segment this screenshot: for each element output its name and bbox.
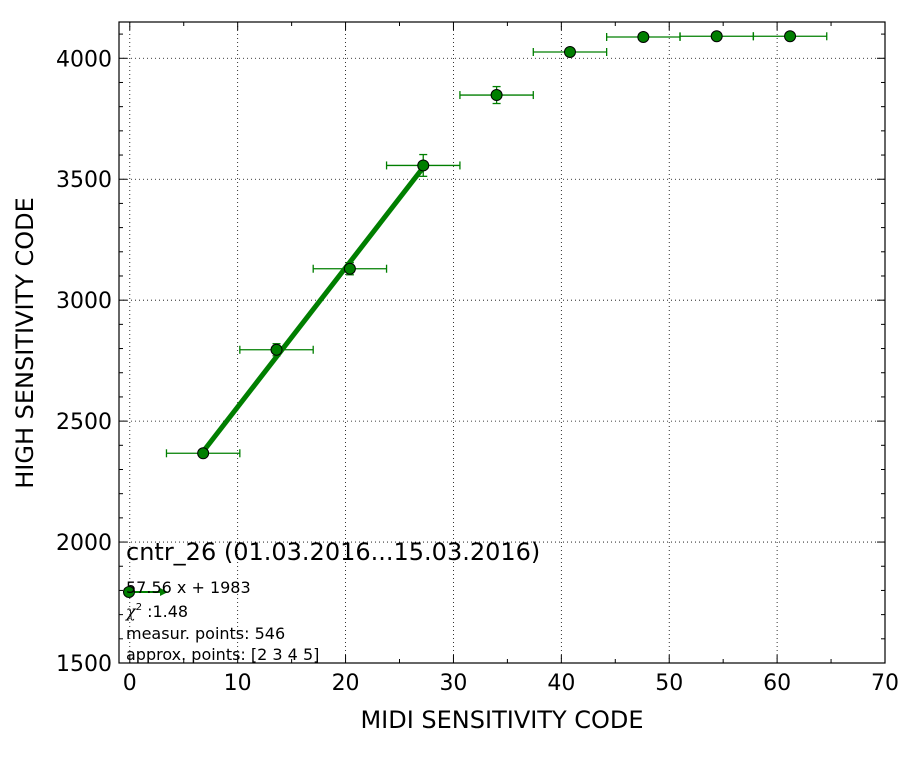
axis-ticks: 0 10 20 30 40 50 60 70 1500 2000 2500 3000 3500 4000 [56, 22, 899, 696]
x-tick-label: 0 [123, 671, 137, 696]
legend-measur-points: measur. points: 546 [126, 624, 285, 643]
x-tick-label: 50 [655, 671, 683, 696]
legend-approx-points: approx. points: [2 3 4 5] [126, 645, 319, 664]
legend-chi-value: :1.48 [147, 602, 188, 621]
legend-chi-exponent: 2 [136, 602, 142, 613]
y-tick-label: 3000 [56, 289, 112, 314]
data-point [270, 343, 283, 356]
data-point [637, 30, 650, 43]
x-tick-label: 10 [224, 671, 252, 696]
legend: cntr_26 (01.03.2016...15.03.2016) 57.56 … [123, 538, 540, 664]
legend-arrow-head [160, 588, 168, 596]
x-tick-label: 60 [763, 671, 791, 696]
y-tick-label: 4000 [56, 47, 112, 72]
y-tick-label: 2000 [56, 531, 112, 556]
grid [119, 22, 885, 663]
y-tick-label: 3500 [56, 168, 112, 193]
legend-fit-label: 57.56 x + 1983 [126, 578, 251, 597]
y-tick-label: 1500 [56, 652, 112, 677]
data-point [343, 262, 356, 275]
legend-chi-row: χ2 :1.48 [125, 602, 188, 621]
fit-line-group [201, 165, 426, 454]
plot-frame [118, 21, 886, 664]
legend-marker [123, 586, 135, 598]
data-points [165, 30, 828, 460]
x-tick-label: 20 [332, 671, 360, 696]
y-tick-label: 2500 [56, 410, 112, 435]
data-point [563, 45, 576, 58]
data-point [784, 30, 797, 43]
x-axis-label: MIDI SENSITIVITY CODE [360, 706, 643, 734]
x-tick-label: 40 [547, 671, 575, 696]
data-point [490, 89, 503, 102]
y-axis-label: HIGH SENSITIVITY CODE [11, 197, 39, 489]
data-point [417, 159, 430, 172]
fit-line [201, 165, 426, 454]
legend-chi-symbol: χ [125, 602, 137, 621]
data-point [710, 30, 723, 43]
x-tick-label: 70 [871, 671, 899, 696]
data-point [197, 447, 210, 460]
legend-title: cntr_26 (01.03.2016...15.03.2016) [126, 538, 540, 566]
x-tick-label: 30 [439, 671, 467, 696]
